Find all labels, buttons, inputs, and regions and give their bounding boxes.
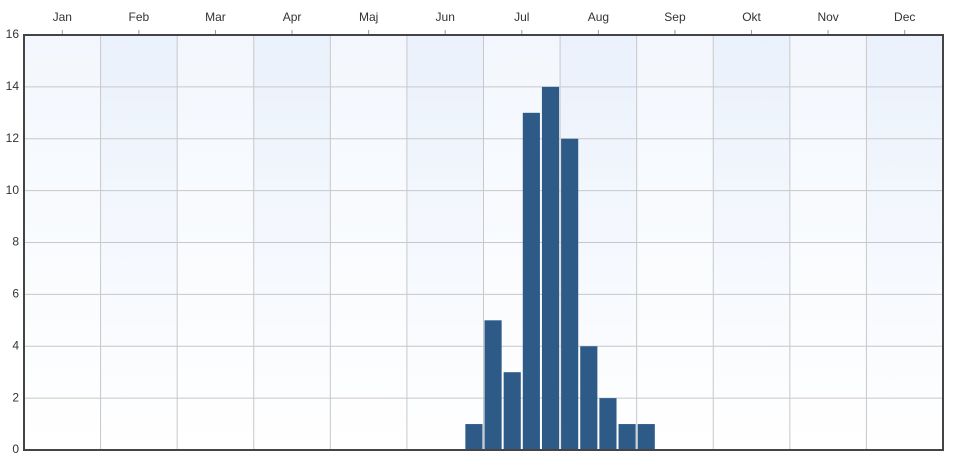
x-tick-label: Jun bbox=[436, 10, 455, 24]
x-tick-label: Aug bbox=[588, 10, 609, 24]
y-tick-label: 14 bbox=[6, 79, 20, 93]
y-tick-label: 4 bbox=[12, 338, 19, 352]
x-tick-label: Feb bbox=[129, 10, 150, 24]
bar bbox=[541, 86, 560, 450]
x-tick-label: Mar bbox=[205, 10, 226, 24]
y-tick-label: 16 bbox=[6, 27, 20, 41]
bar bbox=[618, 424, 636, 450]
bar bbox=[465, 424, 483, 450]
y-tick-label: 6 bbox=[12, 287, 19, 301]
bar bbox=[561, 138, 579, 450]
plot-border bbox=[23, 34, 944, 451]
x-tick-label: Okt bbox=[742, 10, 761, 24]
y-tick-label: 2 bbox=[12, 390, 19, 404]
x-tick-label: Nov bbox=[817, 10, 838, 24]
x-tick-label: Dec bbox=[894, 10, 915, 24]
y-tick-label: 0 bbox=[12, 442, 19, 456]
bar bbox=[503, 372, 521, 450]
x-tick-label: Apr bbox=[283, 10, 302, 24]
y-tick-label: 10 bbox=[6, 183, 20, 197]
bar bbox=[484, 320, 502, 450]
y-tick-label: 8 bbox=[12, 235, 19, 249]
x-tick-label: Jan bbox=[53, 10, 72, 24]
bar bbox=[522, 112, 540, 450]
y-tick-label: 12 bbox=[6, 131, 20, 145]
x-tick-label: Jul bbox=[514, 10, 529, 24]
bar bbox=[599, 398, 617, 450]
bar bbox=[580, 346, 598, 450]
bar bbox=[637, 424, 655, 450]
x-tick-label: Sep bbox=[664, 10, 686, 24]
x-tick-label: Maj bbox=[359, 10, 378, 24]
